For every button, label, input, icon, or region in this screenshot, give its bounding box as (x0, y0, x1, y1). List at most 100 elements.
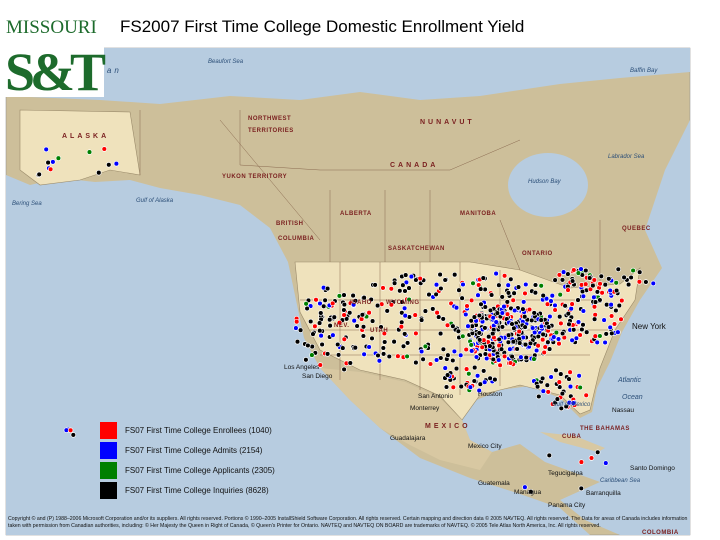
pushpin (347, 360, 354, 366)
pushpin (442, 277, 448, 283)
legend-swatch (100, 422, 117, 439)
pushpin (391, 338, 397, 345)
pushpin (505, 339, 512, 346)
pushpin (336, 293, 343, 299)
city-label: Guadalajara (390, 435, 426, 442)
region-label: YUKON TERRITORY (222, 174, 287, 180)
legend-swatch (100, 442, 117, 459)
pushpin (498, 346, 505, 352)
pushpin (401, 305, 408, 312)
pushpin (559, 277, 566, 283)
pushpin (413, 359, 419, 366)
mexico (320, 368, 492, 470)
pushpin (341, 301, 348, 308)
pushpin (442, 365, 448, 371)
pushpin (552, 277, 558, 283)
pushpin (575, 319, 582, 325)
pushpin (106, 162, 112, 168)
pushpin (576, 373, 582, 379)
pushpin (485, 333, 492, 340)
title: FS2007 First Time College Domestic Enrol… (120, 17, 524, 36)
pushpin (96, 169, 102, 176)
pushpin (343, 316, 350, 322)
pushpin (526, 306, 533, 313)
pushpin (400, 343, 407, 350)
pushpin (580, 308, 587, 314)
pushpin (618, 316, 624, 323)
pushpin (437, 330, 444, 337)
pushpin (575, 297, 581, 303)
pushpin (402, 288, 408, 294)
pushpin (571, 267, 577, 273)
pushpin (482, 304, 489, 310)
pushpin (487, 375, 493, 382)
pushpin (458, 383, 464, 390)
pushpin (397, 288, 403, 294)
pushpin (566, 376, 572, 382)
pushpin (375, 352, 381, 359)
pushpin (583, 329, 590, 335)
legend-swatch (100, 482, 117, 499)
pushpin (516, 328, 522, 335)
pushpin (341, 312, 347, 318)
pushpin (529, 325, 536, 331)
pushpin (293, 325, 299, 331)
pushpin (400, 282, 406, 288)
pushpin (552, 302, 558, 309)
pushpin (444, 372, 451, 378)
pushpin (510, 338, 517, 345)
pushpin (312, 323, 318, 330)
pushpin (476, 387, 482, 394)
pushpin (468, 348, 475, 354)
legend-label: FS07 First Time College Inquiries (8628) (125, 486, 269, 495)
pushpin (488, 292, 495, 298)
pushpin (318, 310, 324, 316)
pushpin (381, 339, 388, 345)
pushpin (440, 316, 446, 322)
pushpin (480, 275, 487, 281)
pushpin (470, 280, 476, 287)
pushpin (548, 374, 554, 380)
pushpin (565, 271, 571, 277)
pushpin (456, 287, 462, 293)
pushpin (611, 321, 618, 327)
pushpin (303, 357, 309, 363)
pushpin (101, 146, 108, 152)
sea-label: Baffin Bay (630, 68, 658, 74)
sea-label: Gulf of Alaska (136, 198, 174, 204)
pushpin (463, 311, 469, 318)
pushpin (602, 339, 608, 346)
pushpin (399, 310, 405, 316)
pushpin (554, 396, 561, 402)
pushpin (546, 452, 553, 459)
pushpin (625, 281, 632, 288)
pushpin (643, 279, 649, 285)
pushpin (380, 285, 386, 291)
pushpin (408, 273, 415, 280)
pushpin (558, 320, 564, 327)
pushpin (366, 309, 372, 316)
pushpin (354, 323, 360, 329)
pushpin (528, 488, 534, 495)
pushpin (608, 301, 614, 308)
pushpin (477, 286, 484, 292)
legend-label: FS07 First Time College Applicants (2305… (125, 466, 275, 475)
hudson-bay-water (508, 153, 588, 217)
pushpin (70, 432, 77, 438)
region-label: TERRITORIES (248, 128, 294, 134)
pushpin (317, 362, 324, 368)
pushpin (490, 356, 497, 363)
pushpin (471, 378, 478, 384)
pushpin (380, 345, 387, 351)
pushpin (523, 354, 529, 361)
pushpin (545, 339, 551, 345)
sea-label: Labrador Sea (608, 154, 645, 160)
pushpin (532, 282, 539, 288)
pushpin (391, 280, 398, 286)
pushpin (518, 354, 524, 360)
pushpin (534, 383, 541, 390)
pushpin (465, 323, 471, 329)
pushpin (422, 308, 429, 314)
region-label: NEV. (334, 323, 349, 329)
